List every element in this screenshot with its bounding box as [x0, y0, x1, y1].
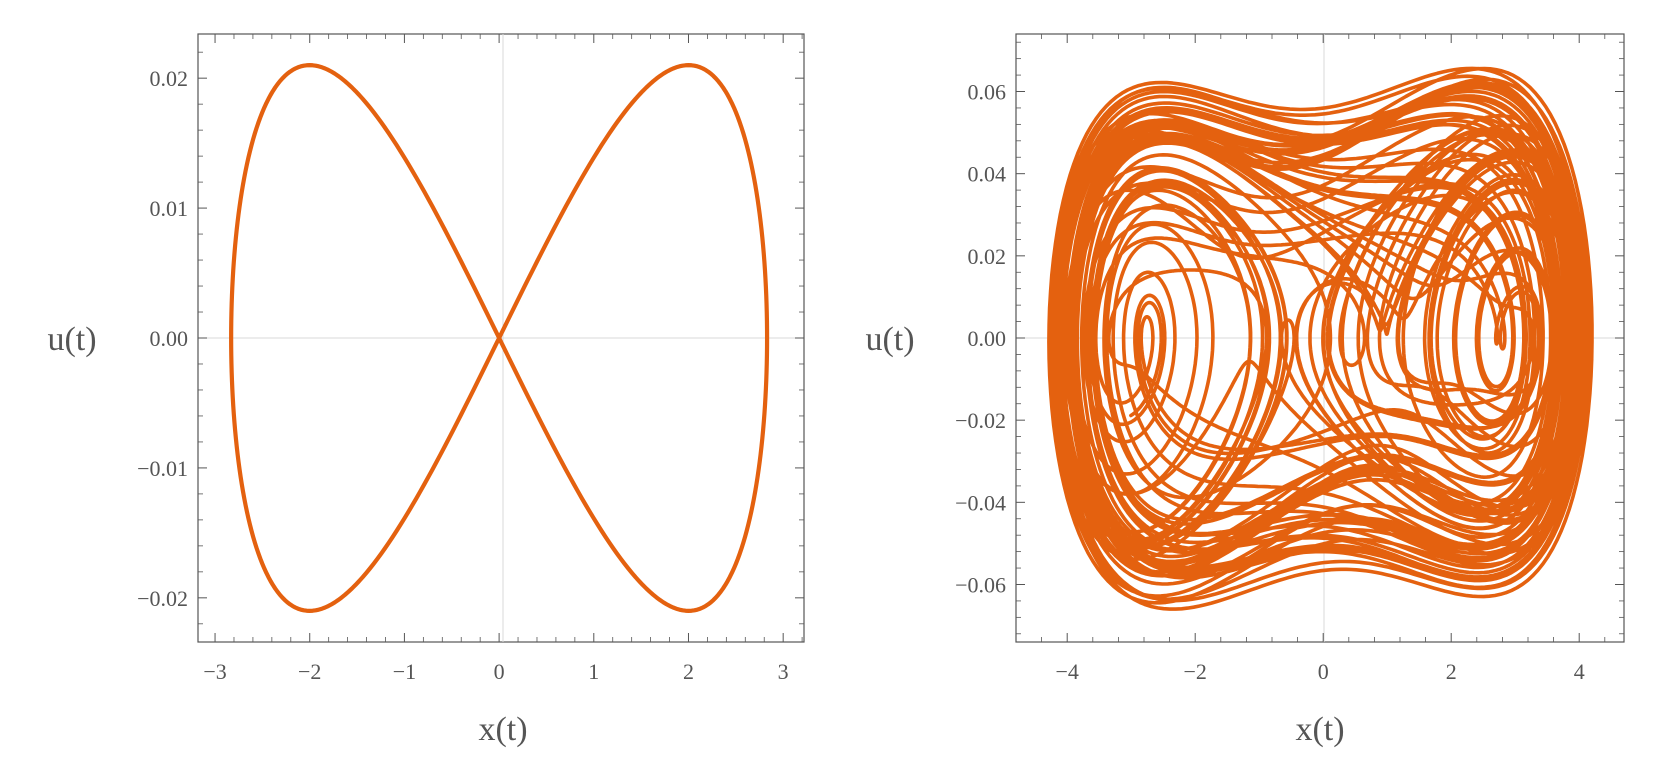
- y-tick-label: −0.04: [955, 490, 1006, 515]
- x-tick-label: 0: [494, 659, 505, 684]
- left-ticks: [198, 34, 804, 642]
- x-tick-label: −4: [1055, 659, 1078, 684]
- x-tick-label: 1: [588, 659, 599, 684]
- x-tick-label: −2: [298, 659, 321, 684]
- y-tick-label: 0.02: [150, 66, 189, 91]
- y-tick-label: −0.02: [955, 408, 1006, 433]
- right-series-line: [1047, 66, 1594, 611]
- left-series-line: [229, 63, 770, 613]
- left-x-axis-title: x(t): [478, 711, 527, 748]
- x-tick-label: −2: [1183, 659, 1206, 684]
- x-tick-label: 3: [778, 659, 789, 684]
- y-tick-label: −0.01: [137, 456, 188, 481]
- x-tick-label: 4: [1574, 659, 1585, 684]
- y-tick-label: 0.00: [150, 326, 189, 351]
- x-tick-label: 0: [1318, 659, 1329, 684]
- left-panel: −3 −2 −1 0 1 2 3 −0.02 −0.01 0.00 0.01 0.02 x(t) u(…: [47, 33, 805, 748]
- y-tick-label: −0.06: [955, 572, 1006, 597]
- right-tick-labels: −4 −2 0 2 4 −0.06 −0.04 −0.02 0.00 0.02 0.04 0.06: [955, 80, 1585, 684]
- x-tick-label: 2: [1446, 659, 1457, 684]
- x-tick-label: 2: [683, 659, 694, 684]
- right-x-axis-title: x(t): [1295, 711, 1344, 748]
- x-tick-label: −3: [203, 659, 226, 684]
- left-y-axis-title: u(t): [47, 321, 96, 358]
- x-tick-label: −1: [393, 659, 416, 684]
- right-panel: −4 −2 0 2 4 −0.06 −0.04 −0.02 0.00 0.02 0.04 0.06 x…: [865, 33, 1625, 748]
- y-tick-label: 0.06: [968, 80, 1007, 105]
- right-ticks: [1016, 34, 1624, 642]
- left-tick-labels: −3 −2 −1 0 1 2 3 −0.02 −0.01 0.00 0.01 0.02: [137, 66, 789, 684]
- y-tick-label: 0.00: [968, 326, 1007, 351]
- y-tick-label: 0.01: [150, 196, 189, 221]
- y-tick-label: −0.02: [137, 586, 188, 611]
- y-tick-label: 0.02: [968, 244, 1007, 269]
- right-y-axis-title: u(t): [865, 321, 914, 358]
- y-tick-label: 0.04: [968, 162, 1007, 187]
